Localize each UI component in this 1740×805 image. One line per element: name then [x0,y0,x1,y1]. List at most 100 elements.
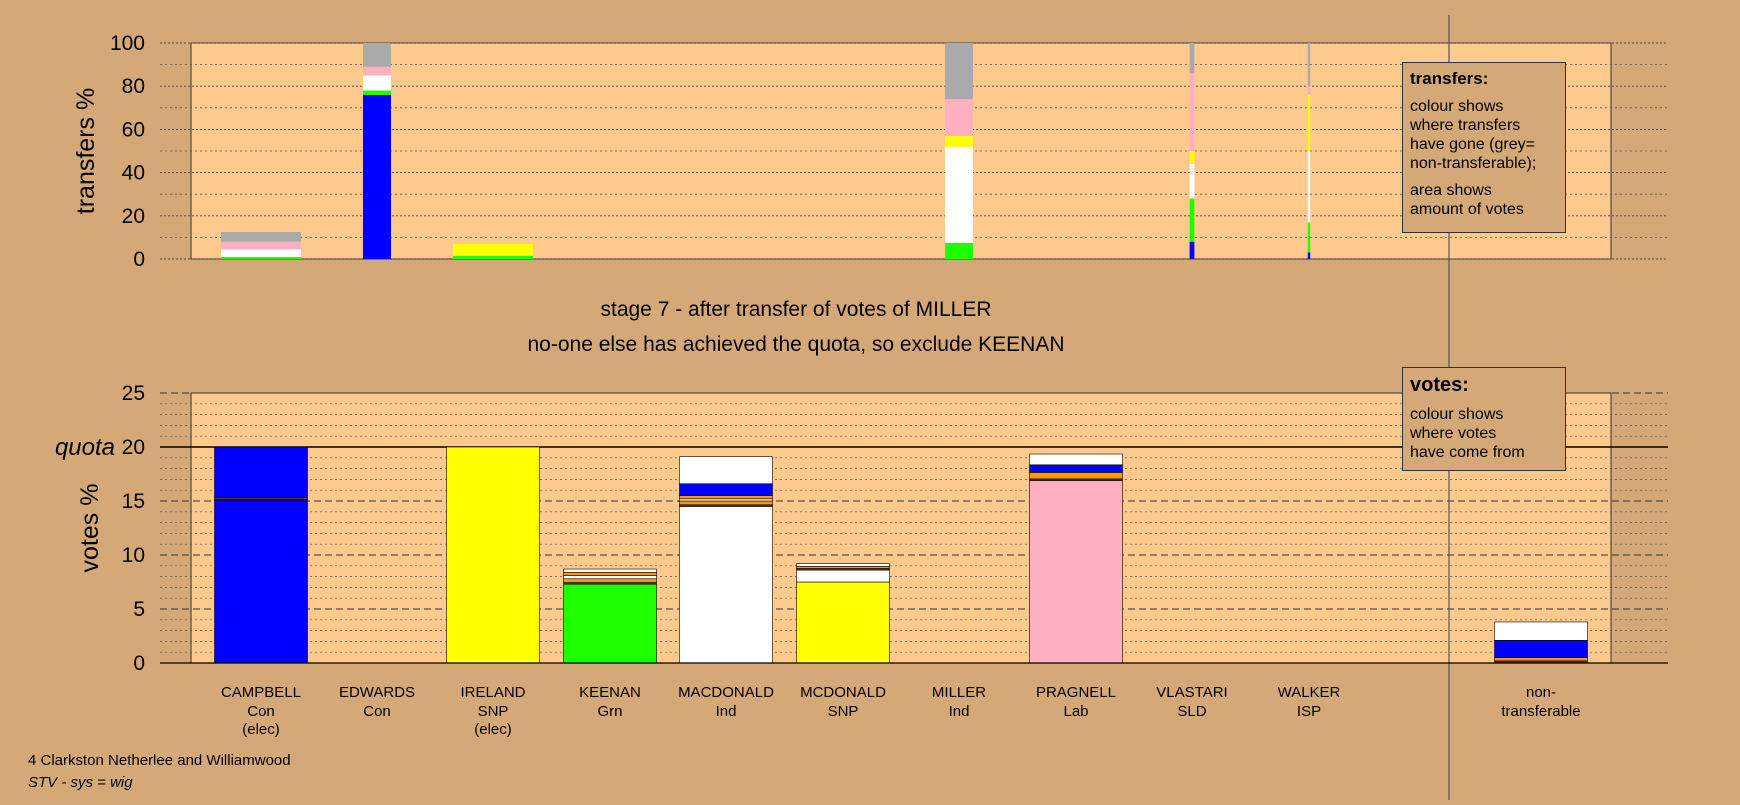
candidate-party-label: transferable [1501,703,1580,720]
votes-tick-label: 20 [122,436,145,459]
candidate-name-label: MACDONALD [678,684,774,701]
votes-plot-area [190,392,1612,664]
transfer-bar-segment [1307,222,1311,253]
vote-bar-segment [214,499,308,664]
vote-bar-segment [796,569,890,583]
transfer-bar-segment [1189,151,1195,164]
candidate-status-label: (elec) [474,721,512,738]
transfer-bar-segment [945,43,973,100]
candidate-party-label: SNP [478,703,509,720]
legend-transfers-text-2: area shows amount of votes [1410,182,1524,218]
legend-votes: votes: colour shows where votes have com… [1402,367,1566,471]
vote-bar-segment [679,495,773,500]
transfer-bar-segment [1189,198,1195,242]
vote-bar-segment [563,575,657,580]
transfers-panel: 0 20 40 60 80 100 transfers % [72,32,1668,271]
candidate-party-label: Con [363,703,391,720]
vote-bar-segment [796,566,890,569]
candidate-name-label: VLASTARI [1156,684,1227,701]
stage-headline: stage 7 - after transfer of votes of MIL… [600,298,992,321]
vote-bar-segment [1494,640,1588,658]
transfers-axis-label: transfers % [72,88,100,214]
footer-constituency: 4 Clarkston Netherlee and Williamwood [28,752,291,769]
transfer-bar-segment [363,94,391,259]
vote-bar-segment [1494,657,1588,662]
legend-transfers: transfers: colour shows where transfers … [1402,62,1566,233]
vote-bar-segment [563,568,657,573]
candidate-name-label: KEENAN [579,684,641,701]
transfer-bar-segment [1307,252,1311,259]
transfers-tick-label: 40 [122,162,145,185]
votes-tick-label: 25 [122,382,145,405]
candidate-status-label: (elec) [242,721,280,738]
transfer-bar-segment [945,99,973,136]
candidate-party-label: Grn [597,703,622,720]
transfers-tick-label: 0 [133,248,145,271]
transfer-bar-segment [363,43,391,67]
vote-bar-segment [679,483,773,496]
vote-bar-segment [679,500,773,506]
votes-tick-label: 15 [122,490,145,513]
vote-bar-segment [1029,453,1123,466]
transfer-bar-segment [453,255,533,259]
votes-tick-label: 10 [122,544,145,567]
candidate-party-label: Ind [716,703,737,720]
vote-bar-segment [796,563,890,567]
transfer-bar-segment [1307,43,1311,87]
legend-transfers-title: transfers: [1410,69,1489,88]
transfer-bar-segment [363,90,391,95]
transfers-tick-label: 60 [122,118,145,141]
vote-bar-segment [1029,464,1123,473]
vote-bar-segment [1029,480,1123,664]
candidate-name-label: non- [1526,684,1556,701]
transfers-tick-label: 80 [122,75,145,98]
transfer-bar-segment [1307,86,1311,95]
transfers-tick-label: 20 [122,205,145,228]
transfer-bar-segment [1307,94,1311,151]
quota-label: quota [55,434,115,461]
candidate-name-label: PRAGNELL [1036,684,1116,701]
transfer-bar-segment [1189,163,1195,199]
transfer-bar-segment [363,66,391,76]
transfer-bar-segment [221,232,301,242]
candidate-party-label: ISP [1297,703,1321,720]
candidate-name-label: WALKER [1278,684,1341,701]
candidate-name-label: CAMPBELL [221,684,301,701]
candidate-party-label: SNP [828,703,859,720]
transfer-bar-segment [945,242,973,259]
transfer-bar-segment [221,249,301,257]
transfer-bar-segment [1307,151,1311,223]
vote-bar-segment [563,578,657,583]
transfer-bar-segment [1189,241,1195,259]
transfer-bar-segment [1189,43,1195,74]
vote-bar-segment [1494,621,1588,641]
votes-tick-label: 0 [133,652,145,675]
legend-votes-title: votes: [1410,374,1469,396]
transfer-bar-segment [1189,73,1195,151]
vote-bar-segment [446,446,540,664]
candidate-name-label: MCDONALD [800,684,886,701]
votes-tick-label: 5 [133,598,145,621]
candidate-name-label: IRELAND [460,684,525,701]
transfer-bar-segment [363,75,391,91]
transfer-bar-segment [453,243,533,256]
legend-transfers-text-1: colour shows where transfers have gone (… [1410,98,1537,172]
transfer-bar-segment [945,135,973,147]
legend-votes-text: colour shows where votes have come from [1410,406,1525,461]
candidate-party-label: SLD [1177,703,1206,720]
candidate-name-label: MILLER [932,684,986,701]
candidate-party-label: Lab [1063,703,1088,720]
transfers-tick-label: 100 [110,32,145,55]
vote-bar-segment [796,581,890,664]
transfer-bar-segment [945,146,973,243]
candidate-party-label: Ind [949,703,970,720]
vote-bar-segment [563,571,657,576]
vote-bar-segment [679,456,773,485]
vote-bar-segment [1029,472,1123,480]
transfer-bar-segment [221,256,301,259]
candidate-party-label: Con [247,703,275,720]
candidate-name-label: EDWARDS [339,684,415,701]
